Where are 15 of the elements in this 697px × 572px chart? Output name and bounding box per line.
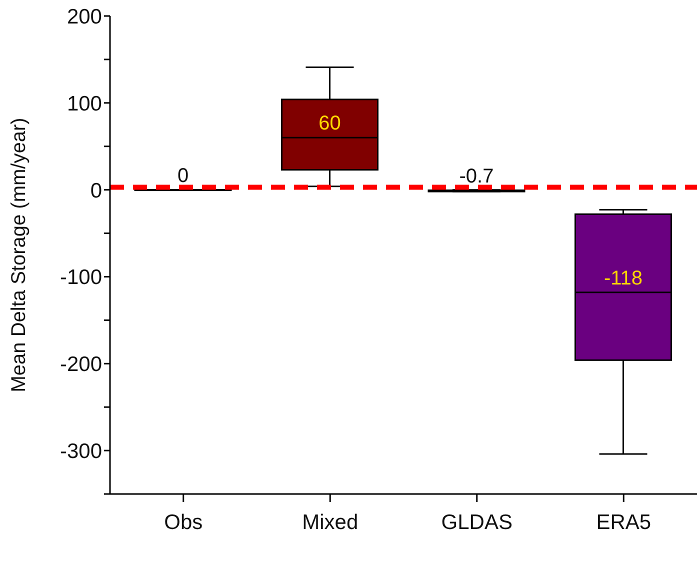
text: 0: [177, 164, 189, 187]
text: -118: [604, 267, 643, 290]
text: 60: [318, 112, 341, 135]
x-tick-label: ERA5: [596, 510, 652, 534]
y-tick-label: -100: [60, 266, 102, 290]
y-tick-label: 0: [90, 179, 102, 202]
x-tick-label: Obs: [164, 510, 203, 534]
y-tick-label: -300: [60, 440, 102, 463]
x-tick-label: GLDAS: [441, 510, 512, 534]
y-tick-label: 100: [66, 92, 102, 116]
y-tick-label: 200: [66, 5, 102, 28]
y-axis-title: Mean Delta Storage (mm/year): [8, 118, 30, 392]
y-tick-label: -200: [60, 353, 102, 376]
x-tick-label: Mixed: [302, 510, 358, 534]
text: -0.7: [459, 165, 494, 188]
